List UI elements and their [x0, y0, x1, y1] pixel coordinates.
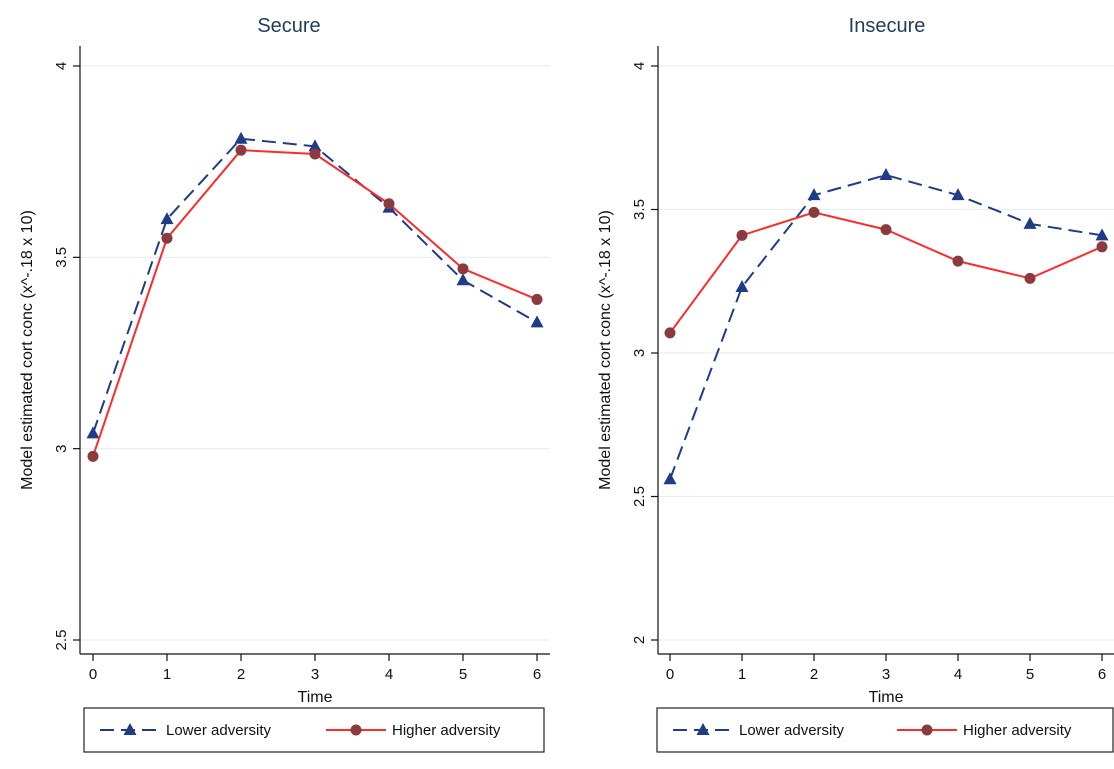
insecure-lower-adversity-point-0	[663, 472, 677, 485]
secure-higher-adversity-point-3	[309, 148, 321, 160]
secure-lower-adversity-point-6	[530, 315, 544, 328]
secure-x-tick-label-2: 2	[237, 666, 245, 683]
insecure-higher-adversity-point-0	[664, 327, 676, 339]
insecure-title: Insecure	[849, 15, 926, 37]
insecure-lower-adversity-point-2	[807, 188, 821, 201]
insecure-x-tick-label-2: 2	[810, 666, 818, 683]
insecure-x-tick-label-6: 6	[1098, 666, 1106, 683]
insecure-legend-higher-adversity-label: Higher adversity	[963, 722, 1072, 739]
secure-title: Secure	[257, 15, 320, 37]
insecure-x-tick-label-1: 1	[738, 666, 746, 683]
secure-lower-adversity-point-3	[308, 139, 322, 152]
secure-legend-lower-adversity-swatch-marker	[123, 723, 137, 735]
insecure-x-tick-label-5: 5	[1026, 666, 1034, 683]
secure-y-tick-label-3: 4	[53, 62, 70, 70]
secure-x-tick-label-6: 6	[533, 666, 541, 683]
insecure-lower-adversity-point-5	[1023, 216, 1037, 229]
secure-legend-lower-adversity-label: Lower adversity	[166, 722, 272, 739]
insecure-higher-adversity-point-1	[736, 229, 748, 241]
insecure-lower-adversity-point-3	[879, 168, 893, 181]
insecure-lower-adversity-line	[669, 174, 1103, 480]
secure-lower-adversity-point-2	[234, 131, 248, 144]
secure-x-tick-label-5: 5	[459, 666, 467, 683]
insecure-legend	[656, 707, 1114, 753]
insecure-legend-lower-adversity-swatch-marker	[696, 723, 710, 735]
secure-higher-adversity-point-0	[87, 450, 99, 462]
insecure-higher-adversity-point-2	[808, 206, 820, 218]
chart-panel-secure: Secure 2.5 3 3.5 4 0 1 2 3 4 5 6 Time Model estimated…	[0, 0, 557, 764]
secure-x-tick-label-1: 1	[163, 666, 171, 683]
secure-higher-adversity-line	[92, 149, 538, 457]
secure-lower-adversity-point-1	[160, 212, 174, 225]
secure-legend-higher-adversity-swatch-marker	[350, 724, 362, 736]
insecure-higher-adversity-point-4	[952, 255, 964, 267]
insecure-legend-lower-adversity-label: Lower adversity	[739, 722, 845, 739]
insecure-lower-adversity-point-6	[1095, 228, 1109, 241]
insecure-y-axis-label: Model estimated cort conc (x^-.18 x 10)	[597, 210, 614, 490]
secure-lower-adversity-line	[92, 137, 538, 434]
insecure-x-tick-label-3: 3	[882, 666, 890, 683]
insecure-x-tick-label-4: 4	[954, 666, 962, 683]
insecure-y-tick-label-4: 4	[631, 62, 648, 70]
insecure-higher-adversity-point-5	[1024, 272, 1036, 284]
insecure-y-tick-label-0: 2	[631, 636, 648, 644]
chart-secure: Secure 2.5 3 3.5 4 0 1 2 3 4 5 6 Time Model estimated…	[19, 15, 550, 753]
secure-higher-adversity-point-4	[383, 198, 395, 210]
insecure-y-tick-label-2: 3	[631, 349, 648, 357]
secure-lower-adversity-point-5	[456, 273, 470, 286]
chart-panel-insecure: Insecure 2 2.5 3 3.5 4 0 1 2 3 4 5 6 Time Model estima…	[557, 0, 1114, 764]
secure-lower-adversity-point-0	[86, 426, 100, 439]
insecure-y-tick-label-3: 3.5	[631, 199, 648, 220]
chart-insecure: Insecure 2 2.5 3 3.5 4 0 1 2 3 4 5 6 Time Model estima…	[597, 15, 1114, 753]
secure-higher-adversity-point-1	[161, 232, 173, 244]
insecure-lower-adversity-point-1	[735, 279, 749, 292]
secure-x-tick-label-4: 4	[385, 666, 393, 683]
secure-y-axis-label: Model estimated cort conc (x^-.18 x 10)	[19, 210, 36, 490]
secure-higher-adversity-point-6	[531, 293, 543, 305]
insecure-x-tick-label-0: 0	[666, 666, 674, 683]
secure-higher-adversity-point-2	[235, 144, 247, 156]
insecure-lower-adversity-point-4	[951, 188, 965, 201]
secure-x-tick-label-0: 0	[89, 666, 97, 683]
secure-x-tick-label-3: 3	[311, 666, 319, 683]
secure-x-axis-label: Time	[298, 689, 333, 706]
secure-legend	[83, 707, 545, 753]
secure-y-tick-label-1: 3	[53, 444, 70, 452]
secure-y-tick-label-0: 2.5	[53, 630, 70, 651]
insecure-y-tick-label-1: 2.5	[631, 486, 648, 507]
secure-legend-higher-adversity-label: Higher adversity	[392, 722, 501, 739]
insecure-higher-adversity-point-6	[1096, 241, 1108, 253]
secure-higher-adversity-point-5	[457, 263, 469, 275]
insecure-legend-higher-adversity-swatch-marker	[921, 724, 933, 736]
insecure-higher-adversity-point-3	[880, 224, 892, 236]
secure-y-tick-label-2: 3.5	[53, 247, 70, 268]
insecure-x-axis-label: Time	[869, 689, 904, 706]
